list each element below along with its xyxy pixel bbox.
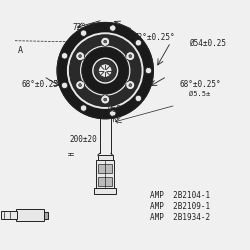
Circle shape bbox=[70, 35, 141, 106]
Text: 68°±0.25°: 68°±0.25° bbox=[21, 80, 63, 89]
Circle shape bbox=[126, 52, 135, 60]
Text: 72°±0.25°: 72°±0.25° bbox=[72, 23, 114, 32]
Circle shape bbox=[80, 46, 130, 96]
Bar bbox=[98, 164, 112, 173]
Bar bbox=[98, 177, 112, 186]
Circle shape bbox=[76, 80, 84, 90]
Circle shape bbox=[92, 58, 118, 84]
Circle shape bbox=[135, 40, 141, 46]
Circle shape bbox=[94, 60, 116, 82]
Circle shape bbox=[145, 68, 152, 74]
Circle shape bbox=[79, 84, 82, 86]
Circle shape bbox=[110, 110, 116, 116]
Circle shape bbox=[101, 95, 110, 104]
Circle shape bbox=[110, 25, 116, 31]
Circle shape bbox=[79, 55, 82, 58]
Bar bbox=[16, 209, 44, 222]
Text: 68°±0.25°: 68°±0.25° bbox=[180, 80, 221, 89]
Text: AMP  2B2109-1: AMP 2B2109-1 bbox=[150, 202, 210, 211]
Circle shape bbox=[129, 84, 132, 86]
Circle shape bbox=[80, 105, 87, 111]
Circle shape bbox=[67, 32, 144, 109]
Circle shape bbox=[76, 52, 84, 60]
Text: A: A bbox=[18, 46, 22, 55]
Text: Ø69: Ø69 bbox=[107, 104, 121, 114]
Bar bbox=[94, 188, 116, 194]
Bar bbox=[0, 211, 16, 219]
Text: AMP  2B1934-2: AMP 2B1934-2 bbox=[150, 213, 210, 222]
Circle shape bbox=[82, 47, 129, 94]
Bar bbox=[98, 155, 113, 160]
Text: 72°±0.25°: 72°±0.25° bbox=[134, 33, 175, 42]
Bar bbox=[96, 160, 114, 188]
Circle shape bbox=[126, 80, 135, 90]
Circle shape bbox=[98, 64, 112, 77]
Circle shape bbox=[104, 40, 107, 43]
Circle shape bbox=[135, 95, 141, 102]
Bar bbox=[44, 212, 48, 219]
Circle shape bbox=[57, 22, 154, 119]
Circle shape bbox=[104, 98, 107, 101]
Text: Ø5.5±: Ø5.5± bbox=[189, 91, 210, 97]
Circle shape bbox=[61, 82, 68, 88]
Circle shape bbox=[129, 55, 132, 58]
Circle shape bbox=[61, 52, 68, 59]
Circle shape bbox=[101, 37, 110, 46]
Text: AMP  2B2104-1: AMP 2B2104-1 bbox=[150, 191, 210, 200]
Circle shape bbox=[80, 30, 87, 36]
Text: Ø54±0.25: Ø54±0.25 bbox=[189, 39, 226, 48]
Text: 200±20: 200±20 bbox=[69, 135, 97, 144]
